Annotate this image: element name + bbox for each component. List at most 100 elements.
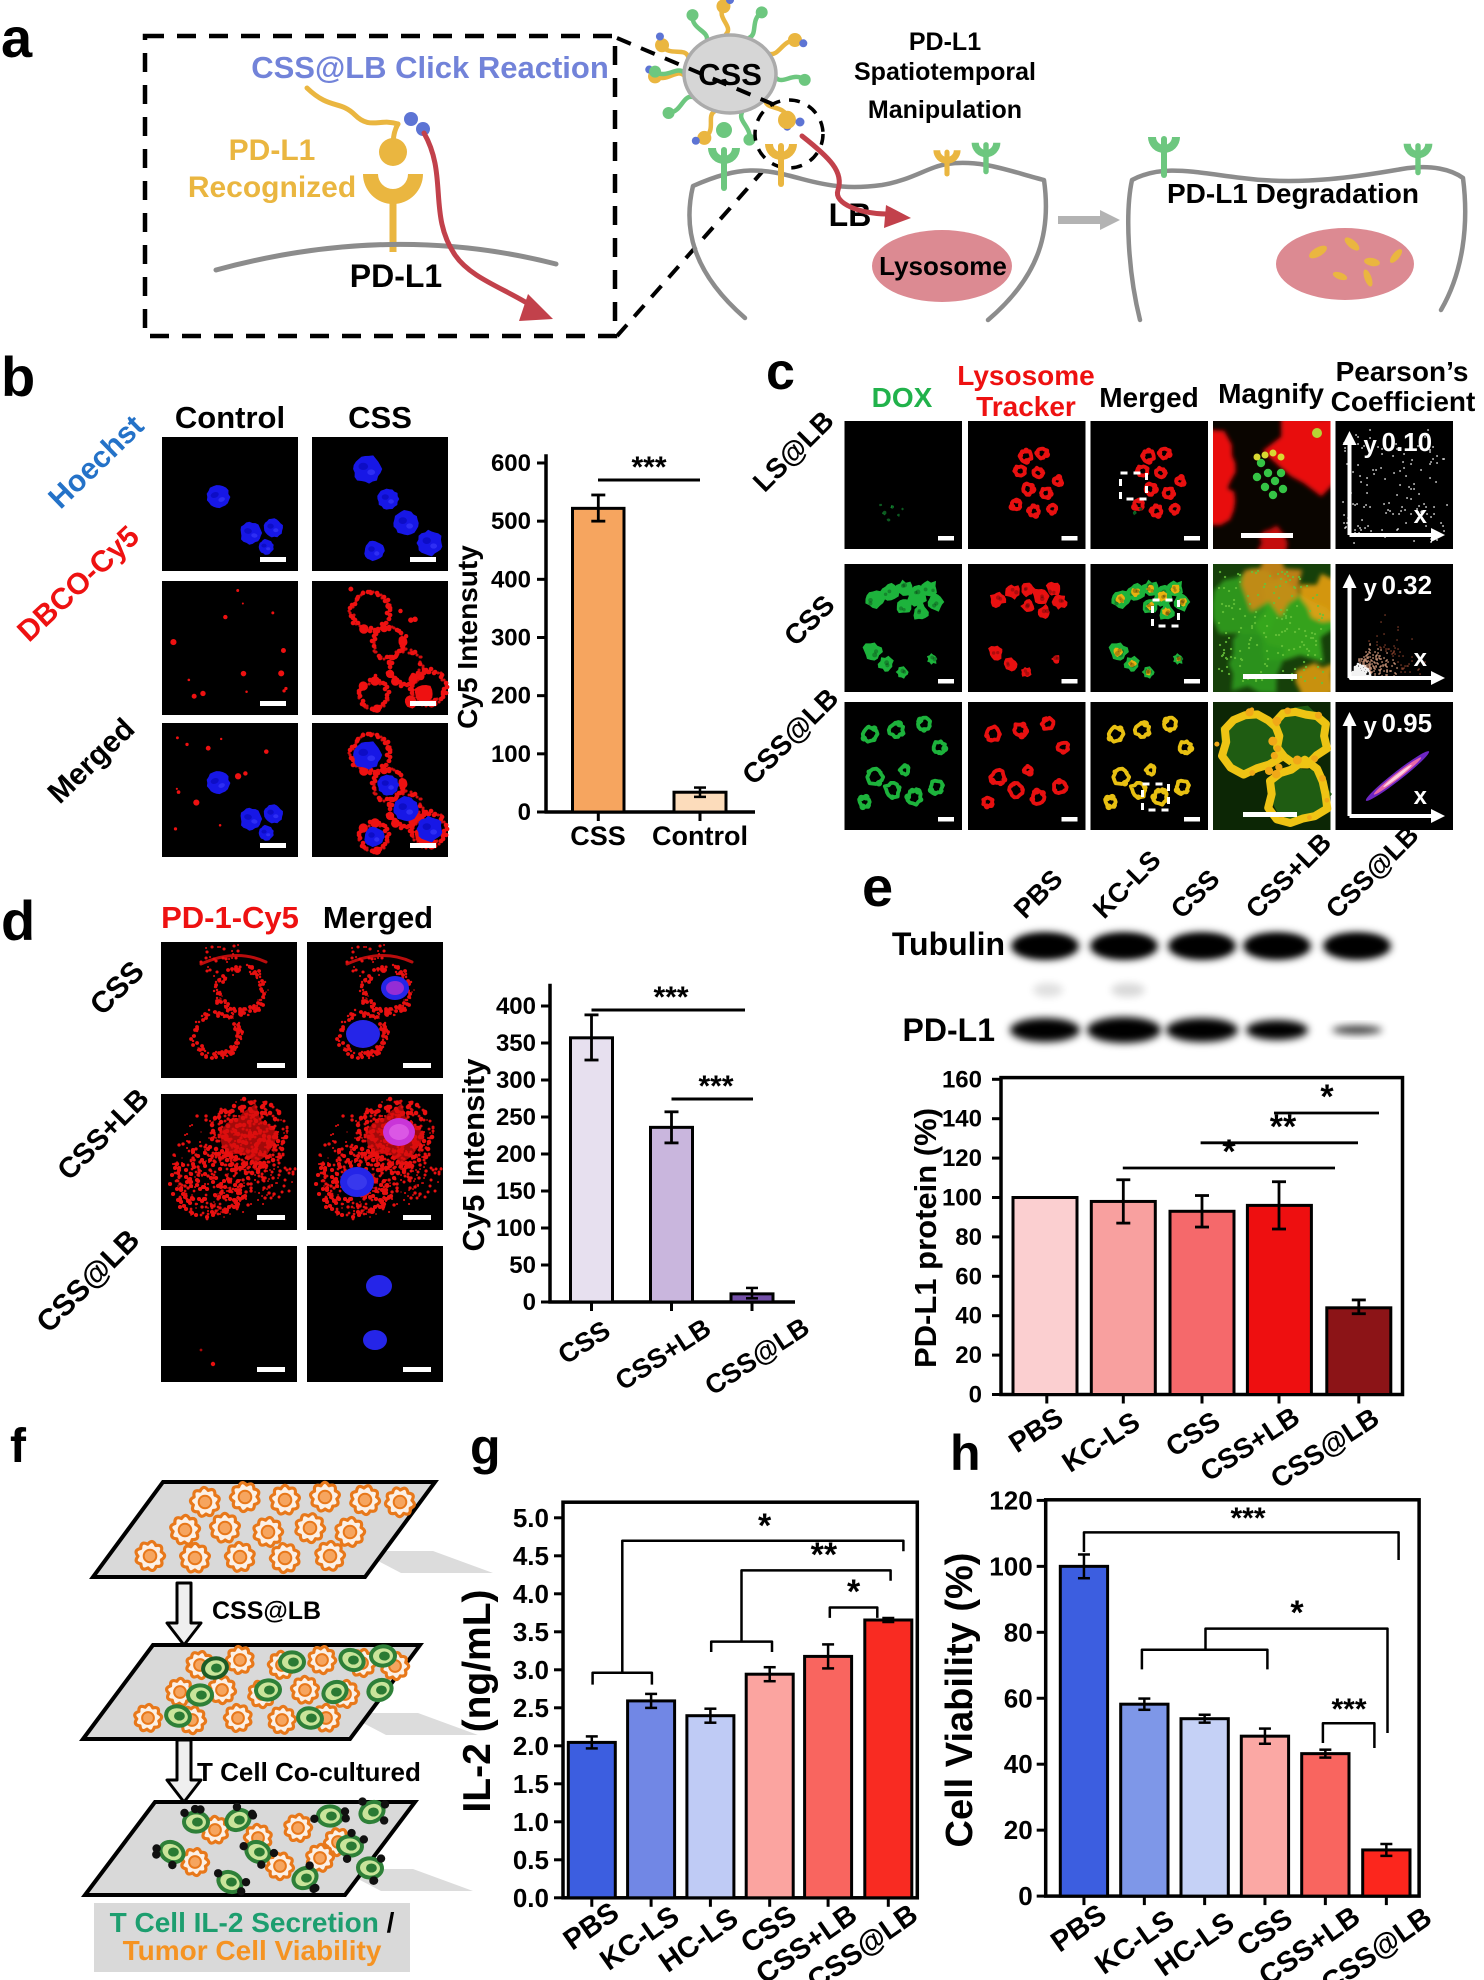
svg-text:***: *** [1230,1502,1265,1535]
svg-text:200: 200 [496,1141,536,1168]
svg-text:PBS: PBS [1008,864,1068,924]
svg-text:Control: Control [175,400,285,435]
svg-text:120: 120 [989,1485,1032,1515]
svg-text:0.10: 0.10 [1382,427,1433,457]
svg-text:Hoechst: Hoechst [42,409,150,515]
svg-text:CSS@LB Click Reaction: CSS@LB Click Reaction [251,50,609,85]
svg-text:0.95: 0.95 [1382,708,1433,738]
svg-text:100: 100 [989,1551,1032,1581]
svg-text:Magnify: Magnify [1218,378,1324,409]
svg-text:1.5: 1.5 [513,1769,549,1799]
svg-text:KC-LS: KC-LS [1087,845,1167,925]
svg-text:4.0: 4.0 [513,1579,549,1609]
svg-text:*: * [1290,1594,1304,1632]
svg-text:**: ** [1270,1108,1297,1146]
svg-text:400: 400 [496,993,536,1020]
svg-text:Cell Viability (%): Cell Viability (%) [939,1553,981,1848]
svg-text:150: 150 [496,1178,536,1205]
svg-text:0: 0 [969,1382,982,1409]
svg-text:Coefficient: Coefficient [1331,386,1476,417]
svg-text:h: h [950,1425,981,1481]
svg-text:b: b [1,345,35,408]
svg-text:CSS@LB: CSS@LB [30,1223,146,1339]
svg-text:CSS+LB: CSS+LB [610,1313,716,1397]
svg-text:Tumor Cell Viability: Tumor Cell Viability [123,1935,382,1966]
svg-text:350: 350 [496,1030,536,1057]
svg-text:80: 80 [1004,1617,1033,1647]
svg-text:T Cell IL-2 Secretion /: T Cell IL-2 Secretion / [110,1907,395,1938]
svg-text:x: x [1414,502,1428,529]
svg-text:60: 60 [955,1263,982,1290]
svg-text:120: 120 [942,1145,982,1172]
svg-text:300: 300 [491,624,531,651]
svg-text:x: x [1414,645,1428,672]
svg-text:x: x [1414,783,1428,810]
svg-text:PD-L1 protein (%): PD-L1 protein (%) [908,1108,943,1368]
svg-text:500: 500 [491,508,531,535]
svg-text:DBCO-Cy5: DBCO-Cy5 [11,520,146,649]
svg-text:g: g [470,1419,501,1475]
svg-text:c: c [766,343,795,401]
svg-text:Cy5 Intensity: Cy5 Intensity [456,1058,491,1252]
svg-text:*: * [758,1507,772,1545]
svg-text:***: *** [1331,1693,1366,1726]
svg-text:CSS@LB: CSS@LB [1320,820,1425,925]
svg-text:y: y [1364,575,1378,602]
svg-text:40: 40 [1004,1749,1033,1779]
svg-text:1.0: 1.0 [513,1807,549,1837]
svg-text:PD-L1: PD-L1 [229,134,316,167]
svg-text:0: 0 [518,799,531,826]
svg-text:T Cell Co-cultured: T Cell Co-cultured [197,1757,421,1787]
svg-text:80: 80 [955,1224,982,1251]
svg-text:2.0: 2.0 [513,1731,549,1761]
svg-text:160: 160 [942,1066,982,1093]
svg-text:*: * [1320,1078,1334,1116]
svg-text:60: 60 [1004,1683,1033,1713]
svg-text:y: y [1364,432,1378,459]
svg-text:Merged: Merged [42,712,142,810]
svg-text:40: 40 [955,1303,982,1330]
svg-text:PD-1-Cy5: PD-1-Cy5 [161,900,299,935]
svg-text:*: * [1222,1133,1236,1171]
svg-text:100: 100 [491,741,531,768]
svg-text:140: 140 [942,1106,982,1133]
svg-text:LB: LB [829,197,872,233]
svg-text:CSS@LB: CSS@LB [736,682,844,790]
svg-text:CSS@LB: CSS@LB [212,1597,321,1625]
svg-text:0.0: 0.0 [513,1883,549,1913]
svg-text:CSS+LB: CSS+LB [1240,827,1337,924]
svg-text:KC-LS: KC-LS [1057,1406,1146,1479]
svg-text:Cy5 Intensuty: Cy5 Intensuty [452,545,483,729]
svg-text:***: *** [631,451,666,484]
svg-text:e: e [862,855,893,918]
svg-text:400: 400 [491,566,531,593]
svg-text:CSS: CSS [778,589,841,652]
svg-text:CSS: CSS [553,1315,616,1370]
svg-text:Tubulin: Tubulin [892,926,1005,962]
svg-text:0.32: 0.32 [1382,570,1433,600]
svg-text:PD-L1 Degradation: PD-L1 Degradation [1167,178,1419,209]
svg-text:5.0: 5.0 [513,1503,549,1533]
svg-text:Merged: Merged [1099,382,1199,413]
svg-text:Lysosome: Lysosome [879,251,1007,281]
svg-text:y: y [1364,713,1378,740]
svg-text:Pearson’s: Pearson’s [1336,356,1469,387]
svg-text:20: 20 [1004,1815,1033,1845]
svg-text:Manipulation: Manipulation [868,96,1022,124]
svg-text:PD-L1: PD-L1 [350,258,442,294]
svg-text:50: 50 [509,1252,536,1279]
svg-text:Lysosome: Lysosome [957,360,1094,391]
svg-text:3.0: 3.0 [513,1655,549,1685]
svg-text:600: 600 [491,450,531,477]
svg-text:CSS: CSS [348,400,412,435]
svg-text:LS@LB: LS@LB [747,405,840,498]
svg-text:PD-L1: PD-L1 [909,28,981,56]
svg-text:250: 250 [496,1104,536,1131]
svg-text:0: 0 [523,1289,536,1316]
svg-text:Control: Control [652,821,748,851]
svg-text:CSS: CSS [84,955,151,1022]
svg-text:CSS: CSS [570,821,626,851]
svg-text:0: 0 [1018,1881,1032,1911]
svg-text:**: ** [811,1536,838,1574]
svg-text:0.5: 0.5 [513,1845,549,1875]
